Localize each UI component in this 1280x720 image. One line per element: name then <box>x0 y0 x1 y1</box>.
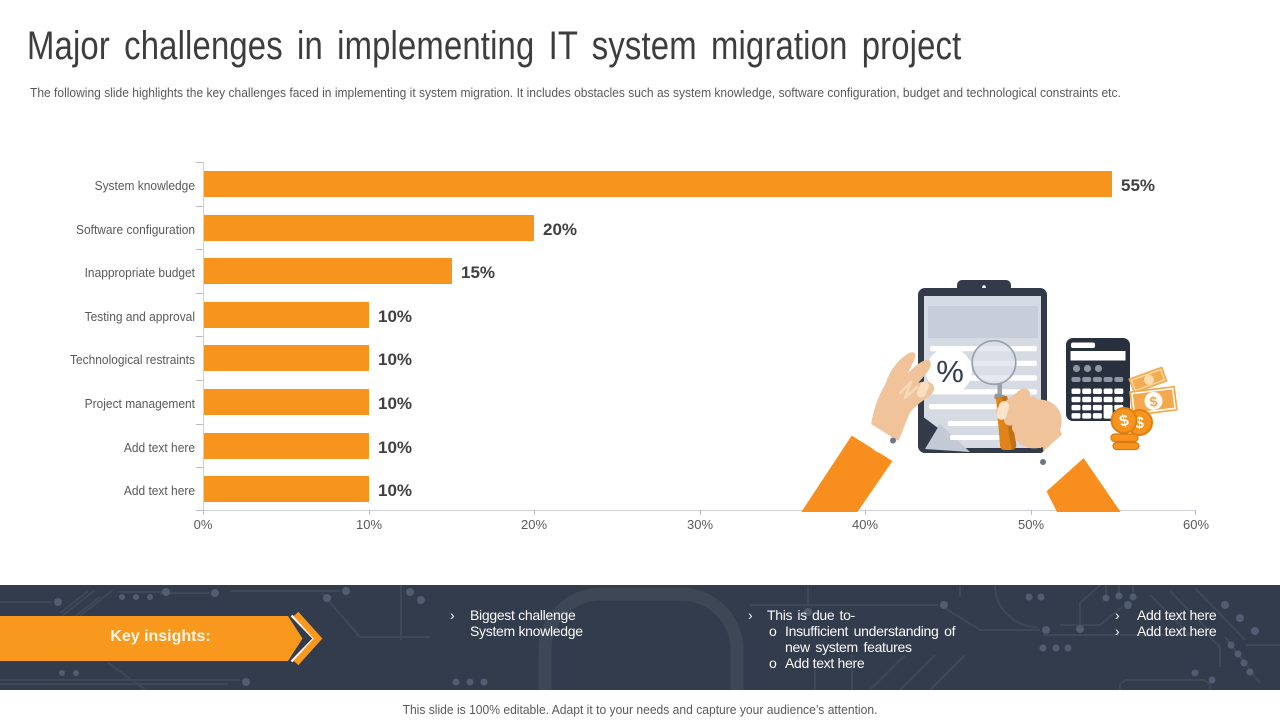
svg-text:$: $ <box>1118 412 1131 431</box>
svg-text:%: % <box>936 354 964 389</box>
svg-text:$: $ <box>1135 415 1144 432</box>
svg-text:$: $ <box>1149 393 1159 410</box>
